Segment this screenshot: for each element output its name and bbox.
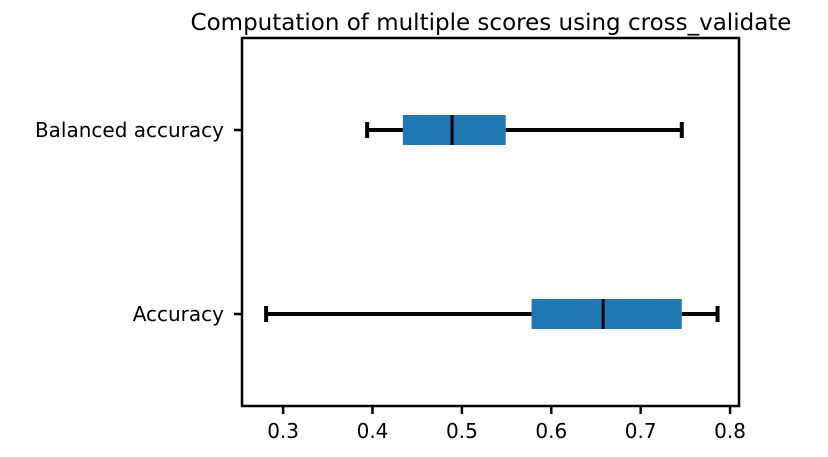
box-iqr: [531, 299, 682, 329]
x-tick-label: 0.4: [357, 419, 389, 443]
x-tick-label: 0.5: [446, 419, 478, 443]
x-tick-label: 0.7: [625, 419, 657, 443]
x-tick-label: 0.6: [535, 419, 567, 443]
plot-layer: 0.3 0.4 0.5 0.6 0.7 0.8 Accuracy Balanced accur…: [35, 115, 746, 443]
x-tick-label: 0.8: [714, 419, 746, 443]
y-tick-label: Balanced accuracy: [35, 118, 224, 142]
y-tick-label: Accuracy: [133, 302, 224, 326]
plot-frame: [240, 36, 741, 408]
x-tick-label: 0.3: [267, 419, 299, 443]
box-iqr: [402, 115, 506, 145]
chart-title: Computation of multiple scores using cro…: [191, 10, 792, 36]
